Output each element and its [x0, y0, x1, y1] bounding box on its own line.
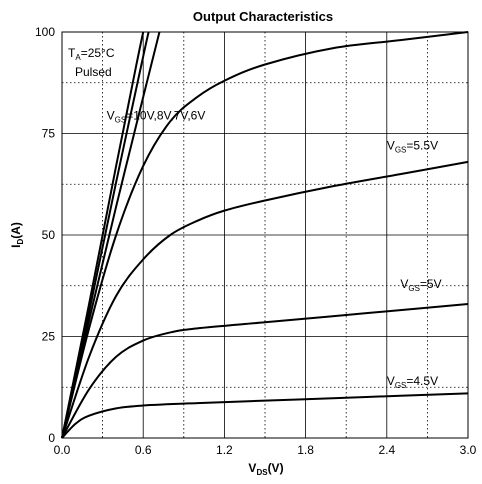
plot-frame	[61, 31, 469, 439]
pulsed-label: Pulsed	[75, 65, 112, 79]
vgs-annotation: VGS=4.5V	[387, 374, 438, 390]
vgs-annotation: VGS=5.5V	[387, 139, 438, 155]
y-tick-label: 75	[42, 127, 56, 141]
series-line-vgs-5.5v	[61, 160, 469, 439]
y-tick-label: 25	[42, 330, 56, 344]
vgs-annotation: VGS=10V,8V,7V,6V	[107, 108, 206, 124]
y-tick-label: 0	[48, 431, 55, 445]
series-line-vgs-5v	[61, 303, 469, 439]
series-line-vgs-6v	[61, 31, 469, 439]
x-tick-label: 2.4	[378, 443, 395, 457]
y-axis-ticks: 0 25 50 75 100	[35, 25, 55, 445]
x-tick-label: 0.6	[135, 443, 152, 457]
series-line-vgs-4.5v	[61, 392, 469, 439]
chart-title: Output Characteristics	[193, 9, 333, 24]
series-layer	[61, 31, 469, 439]
temperature-label: TA=25°C	[68, 46, 115, 62]
x-axis-ticks: 0.0 0.6 1.2 1.8 2.4 3.0	[54, 443, 477, 457]
y-tick-label: 50	[42, 228, 56, 242]
x-tick-label: 1.2	[216, 443, 233, 457]
y-tick-label: 100	[35, 25, 55, 39]
y-axis-label: ID(A)	[9, 222, 25, 248]
vgs-annotation: VGS=5V	[400, 277, 441, 293]
x-axis-label: VDS(V)	[248, 461, 283, 477]
series-line-vgs-7v	[61, 31, 161, 439]
x-tick-label: 0.0	[54, 443, 71, 457]
x-tick-label: 1.8	[297, 443, 314, 457]
annotation-layer: VGS=10V,8V,7V,6V VGS=5.5V VGS=5V VGS=4.5V	[107, 108, 442, 390]
x-tick-label: 3.0	[460, 443, 477, 457]
